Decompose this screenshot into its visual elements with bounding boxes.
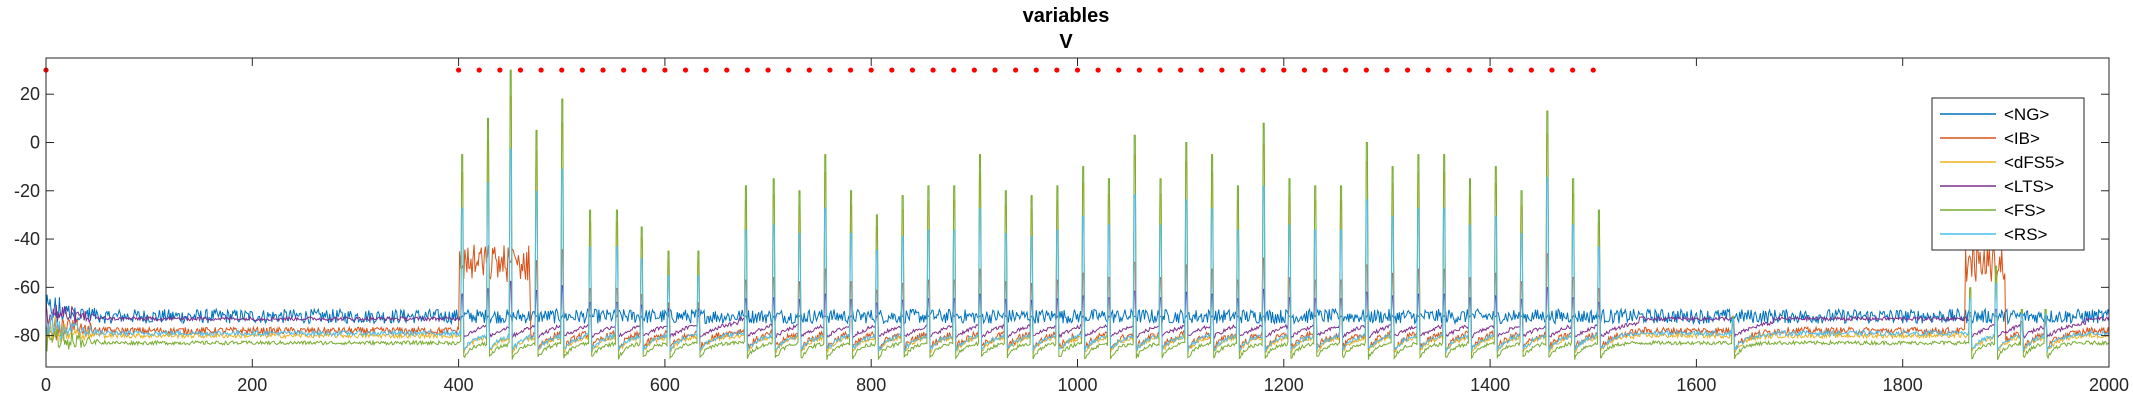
stimulus-marker <box>682 67 689 73</box>
stimulus-marker <box>1260 67 1266 73</box>
stimulus-marker <box>1281 67 1287 73</box>
stimulus-marker <box>641 67 647 73</box>
stimulus-marker <box>600 67 606 73</box>
stimulus-marker <box>1178 67 1184 73</box>
stimulus-marker <box>909 67 916 73</box>
stimulus-marker <box>456 67 462 73</box>
stimulus-marker <box>1013 67 1019 73</box>
stimulus-marker <box>868 67 874 73</box>
stimulus-marker <box>538 67 544 73</box>
y-tick-label: -40 <box>14 229 40 249</box>
stimulus-marker <box>889 67 895 73</box>
series-line-dfs5 <box>46 96 2109 355</box>
legend-label: <RS> <box>2004 225 2048 244</box>
series-line-ib <box>46 244 2109 353</box>
stimulus-marker <box>1487 67 1493 73</box>
stimulus-marker <box>476 67 482 73</box>
legend: <NG> <IB> <dFS5> <LTS> <FS> <RS> <box>1931 97 2085 251</box>
stimulus-marker <box>497 67 503 73</box>
chart-subtitle: V <box>1059 31 1073 53</box>
stimulus-marker <box>1054 67 1060 73</box>
stimulus-marker <box>703 67 709 73</box>
axes-box <box>45 57 2110 368</box>
stimulus-marker <box>827 67 833 73</box>
legend-label: <IB> <box>2004 129 2040 148</box>
series-line-fs <box>46 69 2109 361</box>
stimulus-marker <box>1363 67 1369 73</box>
stimulus-marker <box>806 67 812 73</box>
legend-label: <NG> <box>2004 105 2049 124</box>
stimulus-marker <box>1198 67 1204 73</box>
stimulus-marker <box>1384 67 1390 73</box>
stimulus-marker <box>1239 67 1246 73</box>
stimulus-marker <box>1322 67 1328 73</box>
stimulus-marker <box>1590 67 1596 73</box>
stimulus-marker <box>1074 67 1081 73</box>
y-tick-label: 20 <box>20 84 40 104</box>
stimulus-marker <box>992 67 998 73</box>
stimulus-marker <box>662 67 668 73</box>
stimulus-marker <box>951 67 957 73</box>
chart-title: variables <box>1023 5 1110 27</box>
stimulus-marker <box>786 67 792 73</box>
stimulus-marker <box>847 67 854 73</box>
stimulus-marker <box>1466 67 1473 73</box>
x-tick-label: 1400 <box>1470 375 1510 395</box>
stimulus-marker <box>621 67 627 73</box>
stimulus-marker <box>930 67 936 73</box>
stimulus-marker <box>1425 67 1431 73</box>
stimulus-marker <box>724 67 730 73</box>
y-tick-label: 0 <box>30 132 40 152</box>
x-tick-label: 1800 <box>1883 375 1923 395</box>
y-axis: 20 0 -20 -40 -60 -80 <box>14 84 2109 346</box>
legend-box <box>1931 97 2085 251</box>
series-line-rs <box>46 148 2109 354</box>
stimulus-marker <box>1033 67 1039 73</box>
y-tick-label: -60 <box>14 277 40 297</box>
stimulus-marker <box>517 67 524 73</box>
stimulus-marker <box>1116 67 1122 73</box>
legend-label: <FS> <box>2004 201 2046 220</box>
stimulus-marker <box>1528 67 1534 73</box>
stimulus-marker <box>559 67 565 73</box>
stimulus-marker <box>1157 67 1163 73</box>
x-tick-label: 0 <box>41 375 51 395</box>
y-tick-label: -20 <box>14 181 40 201</box>
stimulus-marker <box>1301 67 1308 73</box>
stimulus-marker <box>971 67 977 73</box>
legend-label: <dFS5> <box>2004 153 2065 172</box>
x-axis: 0 200 400 600 800 1000 1200 1400 1600 1800 2000 <box>41 58 2129 395</box>
stimulus-markers <box>43 67 1596 73</box>
stimulus-marker <box>765 67 771 73</box>
stimulus-marker <box>1570 67 1576 73</box>
stimulus-marker <box>1219 67 1225 73</box>
x-tick-label: 800 <box>856 375 886 395</box>
x-tick-label: 400 <box>444 375 474 395</box>
x-tick-label: 2000 <box>2089 375 2129 395</box>
x-tick-label: 1600 <box>1676 375 1716 395</box>
plot-area <box>43 67 2109 361</box>
series-line-lts <box>46 280 2109 341</box>
x-tick-label: 1000 <box>1057 375 1097 395</box>
stimulus-marker <box>1446 67 1452 73</box>
stimulus-marker <box>1136 67 1142 73</box>
x-tick-label: 1200 <box>1264 375 1304 395</box>
stimulus-marker <box>1549 67 1555 73</box>
x-tick-label: 600 <box>650 375 680 395</box>
legend-label: <LTS> <box>2004 177 2054 196</box>
stimulus-marker <box>1508 67 1514 73</box>
stimulus-marker <box>1095 67 1101 73</box>
x-tick-label: 200 <box>237 375 267 395</box>
stimulus-marker <box>579 67 585 73</box>
stimulus-marker <box>744 67 751 73</box>
y-tick-label: -80 <box>14 326 40 346</box>
stimulus-marker <box>1343 67 1349 73</box>
stimulus-marker <box>1404 67 1411 73</box>
